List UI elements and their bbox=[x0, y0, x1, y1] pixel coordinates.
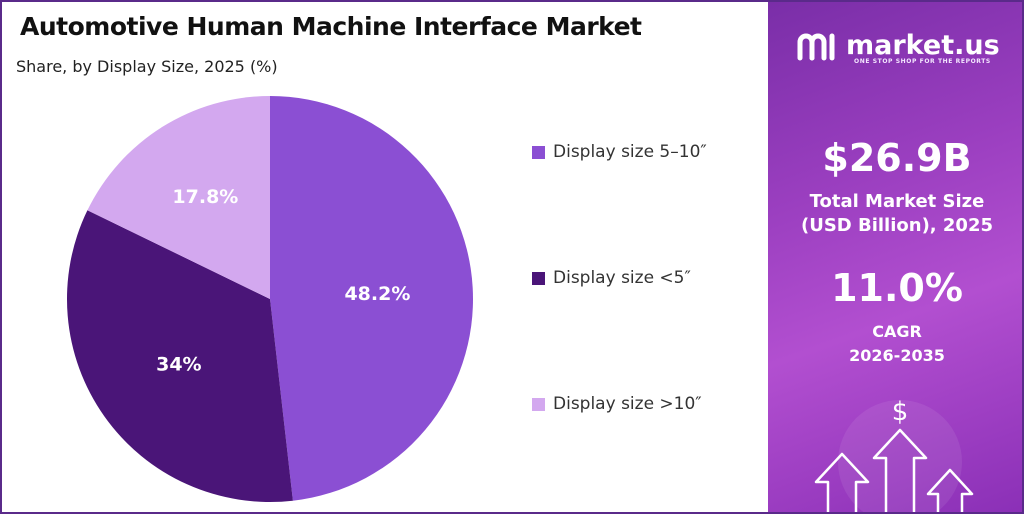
pie-slice-value-label: 48.2% bbox=[344, 283, 410, 305]
legend-item: Display size 5–10″ bbox=[532, 142, 707, 162]
legend-swatch bbox=[532, 397, 545, 411]
market-us-logo-icon bbox=[797, 33, 835, 61]
brand-tagline: ONE STOP SHOP FOR THE REPORTS bbox=[854, 58, 991, 65]
arrow-up-center-icon bbox=[872, 428, 928, 512]
dollar-icon: $ bbox=[892, 397, 909, 427]
pie-slices bbox=[66, 96, 473, 502]
legend-label: Display size >10″ bbox=[553, 394, 702, 414]
cagr-label-line-1: CAGR bbox=[872, 322, 922, 341]
brand-name: market.us bbox=[846, 30, 1000, 61]
pie-slice bbox=[87, 96, 270, 299]
summary-panel: market.us ONE STOP SHOP FOR THE REPORTS … bbox=[768, 2, 1022, 512]
arrow-up-right-icon bbox=[926, 468, 974, 512]
chart-subtitle: Share, by Display Size, 2025 (%) bbox=[16, 57, 278, 76]
legend-item: Display size >10″ bbox=[532, 394, 702, 414]
pie-labels: 48.2% 34% 17.8% bbox=[156, 186, 410, 376]
growth-arrows-decoration: $ bbox=[814, 397, 974, 512]
cagr-value: 11.0% bbox=[831, 266, 963, 310]
market-size-label-line-2: (USD Billion), 2025 bbox=[800, 215, 994, 236]
legend-item: Display size <5″ bbox=[532, 268, 691, 288]
legend-swatch bbox=[532, 271, 545, 285]
cagr-label-line-2: 2026-2035 bbox=[849, 346, 945, 365]
pie-slice-value-label: 34% bbox=[156, 353, 201, 375]
pie-slice bbox=[270, 96, 473, 501]
brand: market.us bbox=[796, 28, 1000, 64]
chart-title: Automotive Human Machine Interface Marke… bbox=[20, 12, 642, 41]
arrow-up-left-icon bbox=[814, 452, 870, 512]
legend-label: Display size <5″ bbox=[553, 268, 691, 288]
legend-swatch bbox=[532, 145, 545, 159]
market-size-value: $26.9B bbox=[822, 136, 972, 180]
pie-slice bbox=[66, 210, 293, 502]
cagr-label: CAGR 2026-2035 bbox=[768, 320, 1022, 368]
pie-slice-value-label: 17.8% bbox=[172, 186, 238, 208]
legend-label: Display size 5–10″ bbox=[553, 142, 707, 162]
market-size-label-line-1: Total Market Size bbox=[809, 191, 985, 212]
pie-chart: 48.2% 34% 17.8% bbox=[66, 96, 473, 502]
market-size-label: Total Market Size (USD Billion), 2025 bbox=[768, 190, 1022, 238]
chart-panel: Automotive Human Machine Interface Marke… bbox=[2, 2, 768, 512]
